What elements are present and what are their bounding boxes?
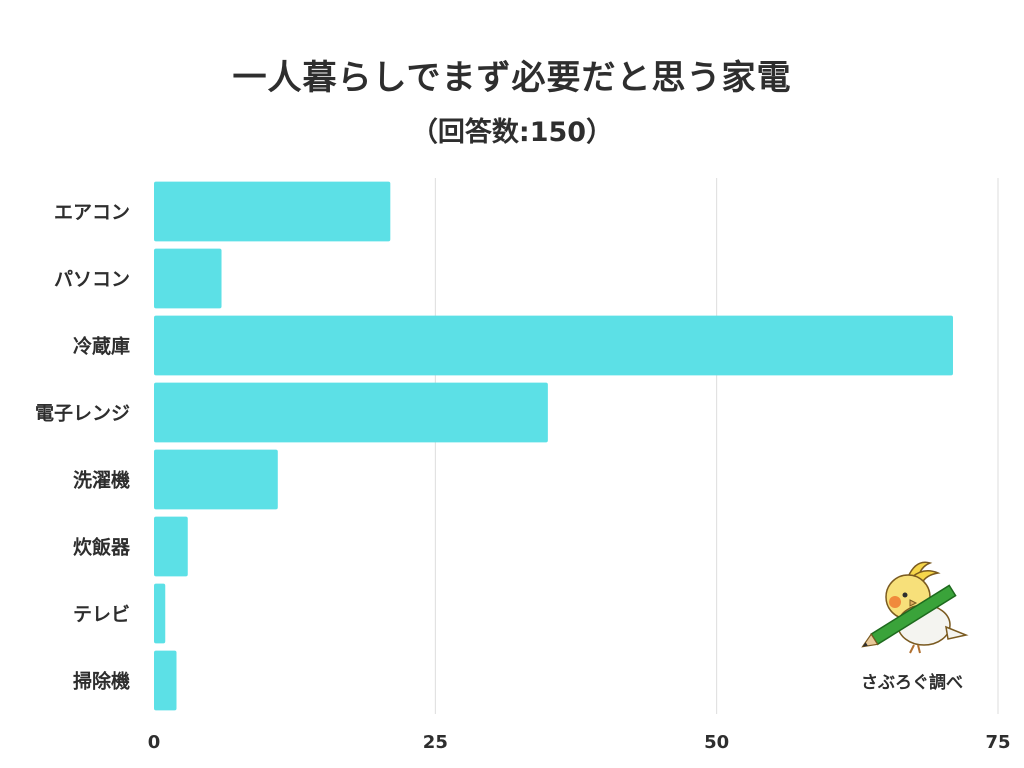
bar bbox=[154, 583, 166, 644]
gridlines bbox=[434, 178, 999, 714]
bar bbox=[154, 248, 222, 309]
bar bbox=[154, 449, 278, 510]
bars bbox=[154, 181, 953, 711]
credit-label: さぶろぐ調べ bbox=[861, 673, 963, 693]
bar bbox=[154, 181, 391, 242]
bar bbox=[154, 315, 953, 376]
category-label: 掃除機 bbox=[73, 670, 130, 693]
x-tick-label: 25 bbox=[423, 732, 448, 753]
x-tick-label: 50 bbox=[704, 732, 729, 753]
category-label: 炊飯器 bbox=[73, 536, 131, 559]
x-tick-label: 75 bbox=[985, 732, 1010, 753]
x-tick-labels: 0 25 50 75 bbox=[148, 732, 1011, 753]
chart-subtitle: （回答数:150） bbox=[410, 117, 614, 148]
category-label: テレビ bbox=[73, 604, 130, 626]
category-label: パソコン bbox=[54, 269, 130, 291]
bar bbox=[154, 650, 177, 711]
category-label: エアコン bbox=[54, 202, 130, 224]
chart-title: 一人暮らしでまず必要だと思う家電 bbox=[232, 58, 792, 98]
bird-with-pencil-icon bbox=[861, 561, 969, 654]
bar bbox=[154, 382, 548, 443]
category-label: 洗濯機 bbox=[73, 469, 130, 492]
bar bbox=[154, 516, 188, 577]
category-label: 冷蔵庫 bbox=[73, 335, 130, 358]
x-tick-label: 0 bbox=[148, 732, 161, 753]
category-label: 電子レンジ bbox=[35, 403, 130, 425]
